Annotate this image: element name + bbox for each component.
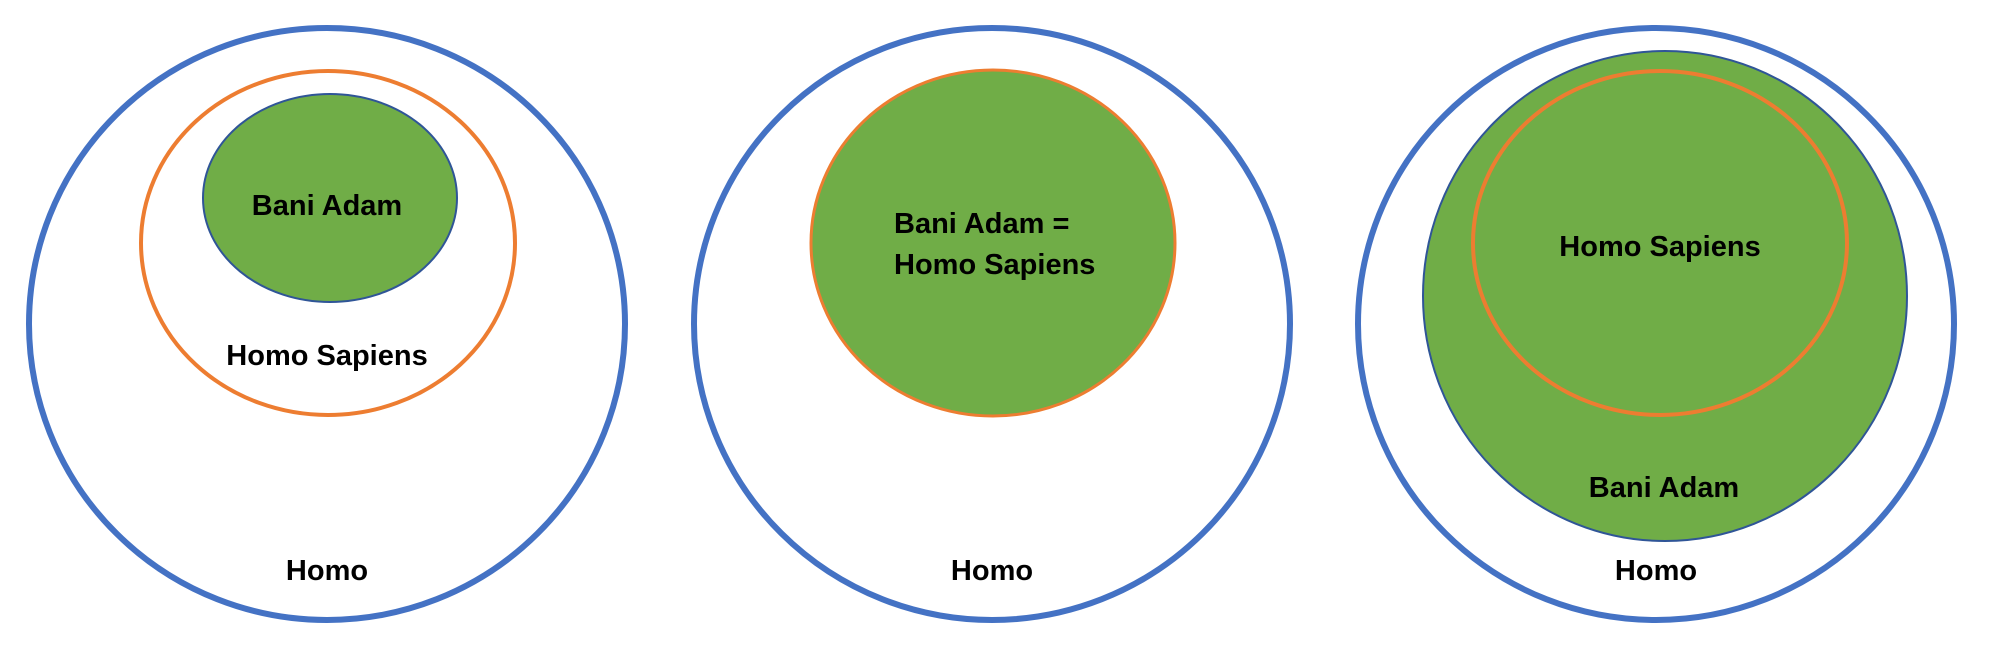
diagram-2: Bani Adam = Homo Sapiens Homo (691, 25, 1293, 623)
homo-label: Homo (951, 555, 1033, 587)
bani-adam-homo-sapiens-circle (809, 68, 1177, 418)
bani-adam-label: Bani Adam (1589, 472, 1739, 504)
diagram-3: Homo Sapiens Bani Adam Homo (1355, 25, 1957, 623)
homo-sapiens-label: Homo Sapiens (1559, 231, 1760, 263)
homo-label: Homo (1615, 555, 1697, 587)
homo-label: Homo (286, 555, 368, 587)
homo-sapiens-circle (1471, 69, 1849, 417)
diagram-1: Bani Adam Homo Sapiens Homo (26, 25, 628, 623)
bani-adam-circle (202, 93, 458, 303)
merged-label-line1: Bani Adam = (894, 208, 1069, 240)
merged-label-line2: Homo Sapiens (894, 249, 1095, 281)
bani-adam-circle (1422, 50, 1908, 542)
bani-adam-label: Bani Adam (252, 190, 402, 222)
homo-sapiens-label: Homo Sapiens (226, 340, 427, 372)
